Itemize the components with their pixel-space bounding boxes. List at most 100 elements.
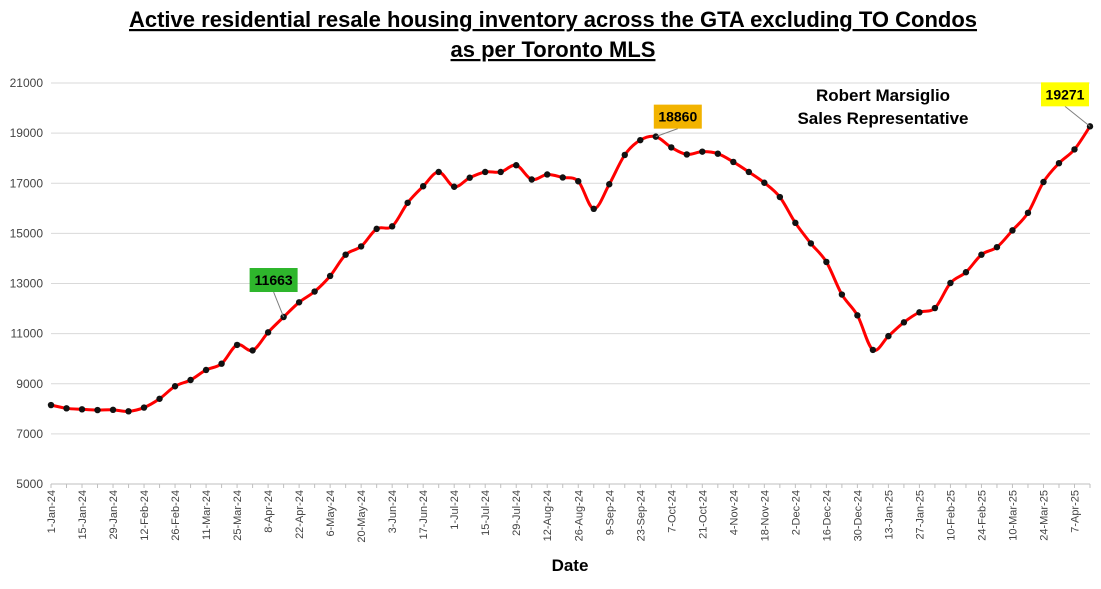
x-tick-label: 1-Jul-24 <box>449 490 461 530</box>
x-axis-title: Date <box>552 556 589 575</box>
data-point <box>606 181 613 188</box>
data-point <box>78 406 86 413</box>
data-point <box>482 168 489 176</box>
x-tick-label: 22-Apr-24 <box>294 490 306 539</box>
y-axis-tick-labels: 5000 7000 9000 11000 13000 15000 17000 19000 210… <box>10 76 44 491</box>
data-point <box>311 288 318 295</box>
data-point <box>559 174 566 181</box>
x-tick-label: 30-Dec-24 <box>852 490 864 541</box>
data-point <box>544 171 551 178</box>
callout-box <box>1041 82 1089 107</box>
x-tick-label: 24-Mar-25 <box>1038 490 1050 541</box>
data-point <box>63 405 70 412</box>
data-point <box>900 319 908 326</box>
x-tick-label: 12-Aug-24 <box>542 490 554 541</box>
x-tick-label: 12-Feb-24 <box>139 490 151 541</box>
data-point <box>993 243 1001 251</box>
data-point <box>187 376 194 384</box>
callout-leader <box>655 128 678 138</box>
data-point <box>264 329 272 336</box>
data-point <box>947 279 954 287</box>
callout-leader <box>1064 105 1091 127</box>
agent-note: Robert Marsiglio Sales Representative <box>797 86 968 128</box>
x-tick-label: 6-May-24 <box>325 490 337 536</box>
data-point <box>931 304 939 312</box>
data-point <box>807 240 815 247</box>
data-point <box>218 360 225 367</box>
x-tick-label: 13-Jan-25 <box>883 490 895 540</box>
data-point <box>621 151 628 159</box>
data-point <box>497 168 504 176</box>
data-point <box>466 174 473 181</box>
x-axis-tick-labels: 1-Jan-24 15-Jan-24 29-Jan-24 12-Feb-24 26-Fe… <box>46 490 1081 543</box>
y-tick-label: 15000 <box>10 226 44 240</box>
data-point <box>109 406 117 414</box>
data-point <box>1055 160 1063 167</box>
data-point <box>854 312 861 319</box>
y-tick-label: 9000 <box>16 377 43 391</box>
data-point <box>357 243 365 250</box>
callout-box <box>653 104 702 129</box>
data-point <box>823 258 830 266</box>
y-tick-label: 11000 <box>11 327 44 341</box>
data-point <box>776 193 784 201</box>
data-point <box>171 383 179 390</box>
data-point <box>1024 209 1032 217</box>
data-point <box>916 309 923 316</box>
y-tick-label: 13000 <box>10 277 44 291</box>
callout-box <box>249 268 298 293</box>
x-tick-label: 9-Sep-24 <box>604 490 616 535</box>
x-tick-label: 18-Nov-24 <box>759 490 771 541</box>
data-point <box>373 225 380 233</box>
data-point <box>1009 227 1016 234</box>
gridlines <box>51 82 1090 485</box>
data-point <box>683 151 691 158</box>
x-tick-label: 26-Feb-24 <box>170 490 182 541</box>
data-point <box>869 346 877 354</box>
data-point <box>730 158 737 166</box>
data-point <box>156 395 163 402</box>
data-point <box>668 144 675 151</box>
y-tick-label: 21000 <box>10 76 44 90</box>
value-callouts: 11663 18860 19271 <box>249 82 1091 318</box>
x-tick-label: 1-Jan-24 <box>46 490 58 533</box>
agent-name: Robert Marsiglio <box>816 86 950 105</box>
x-tick-label: 15-Jan-24 <box>77 490 89 540</box>
data-point <box>745 168 753 176</box>
data-point <box>885 332 892 340</box>
x-tick-label: 25-Mar-24 <box>232 490 244 541</box>
data-point <box>450 183 458 190</box>
y-tick-label: 19000 <box>10 126 44 140</box>
data-point <box>575 178 582 185</box>
data-point <box>1040 178 1047 186</box>
data-point <box>249 347 256 354</box>
data-point <box>761 179 768 186</box>
callout-19271: 19271 <box>1041 82 1091 127</box>
x-tick-label: 7-Oct-24 <box>666 490 678 533</box>
data-point <box>792 219 799 227</box>
callout-18860: 18860 <box>653 104 702 138</box>
x-tick-label: 16-Dec-24 <box>821 490 833 541</box>
data-point <box>388 223 396 230</box>
x-tick-label: 21-Oct-24 <box>697 490 709 539</box>
data-point <box>404 199 411 206</box>
data-point <box>1071 146 1078 153</box>
data-point <box>590 205 597 213</box>
x-tick-label: 8-Apr-24 <box>263 490 275 533</box>
data-point <box>714 150 722 157</box>
x-tick-label: 7-Apr-25 <box>1069 490 1081 533</box>
chart-title-line-1: Active residential resale housing invent… <box>129 7 977 32</box>
x-tick-label: 15-Jul-24 <box>480 490 492 536</box>
x-tick-label: 4-Nov-24 <box>728 490 740 535</box>
x-tick-label: 27-Jan-25 <box>914 490 926 540</box>
x-tick-label: 3-Jun-24 <box>387 490 399 533</box>
data-point <box>342 251 349 258</box>
x-tick-label: 2-Dec-24 <box>790 490 802 535</box>
x-tick-label: 23-Sep-24 <box>635 490 647 541</box>
y-tick-label: 7000 <box>16 427 43 441</box>
y-tick-label: 17000 <box>10 176 44 190</box>
data-point <box>838 291 846 298</box>
data-point <box>637 136 644 144</box>
callout-label: 19271 <box>1046 86 1085 102</box>
